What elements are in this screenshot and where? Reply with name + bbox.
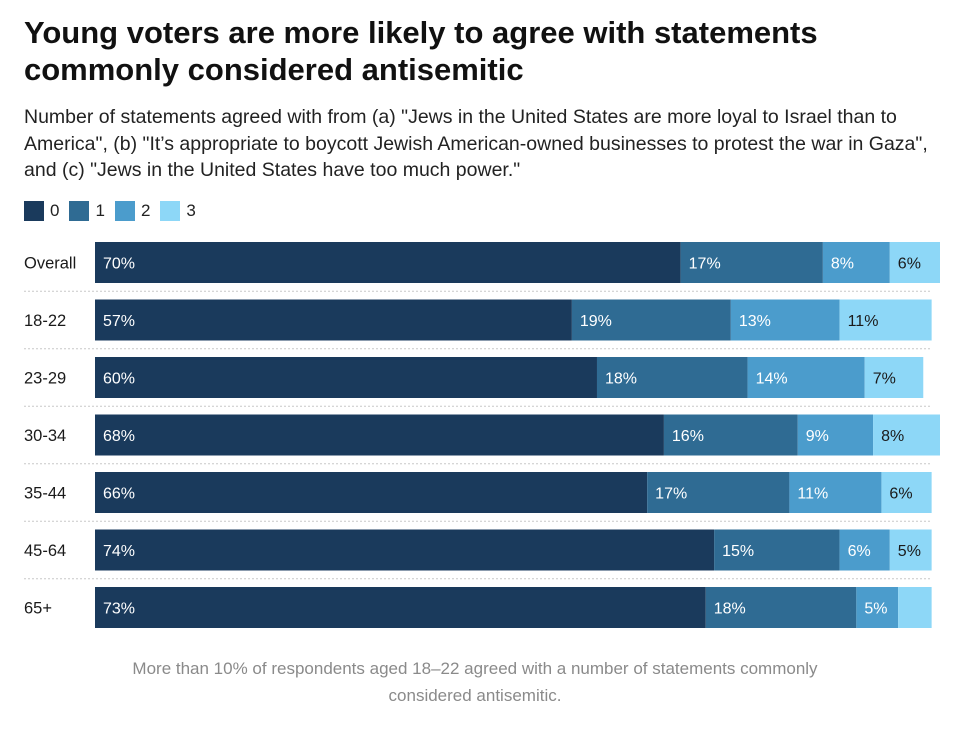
data-label: 8% bbox=[831, 256, 854, 273]
bar-segment-0 bbox=[95, 529, 715, 571]
bar-segment-2 bbox=[730, 299, 840, 341]
data-label: 9% bbox=[806, 428, 829, 445]
bar-segment-1 bbox=[680, 242, 823, 283]
legend-label-3: 3 bbox=[186, 201, 196, 220]
legend-label-0: 0 bbox=[50, 201, 60, 220]
category-label: Overall bbox=[24, 255, 76, 273]
bar-segment-2 bbox=[822, 242, 890, 283]
data-label: 6% bbox=[889, 486, 912, 503]
bar-segment-3 bbox=[873, 414, 940, 456]
bar-segment-1 bbox=[705, 587, 857, 628]
bar-segment-2 bbox=[797, 414, 874, 456]
legend-swatch-1 bbox=[69, 201, 90, 221]
category-label: 23-29 bbox=[24, 370, 66, 388]
bar-segment-1 bbox=[571, 299, 731, 341]
legend-swatch-3 bbox=[160, 201, 181, 221]
category-label: 45-64 bbox=[24, 542, 66, 560]
bar-segment-0 bbox=[95, 299, 572, 341]
legend-item-3: 3 bbox=[160, 201, 196, 221]
data-label: 16% bbox=[672, 428, 704, 445]
data-label: 66% bbox=[103, 486, 135, 503]
data-label: 57% bbox=[103, 313, 135, 330]
bar-segment-1 bbox=[647, 472, 790, 513]
data-label: 15% bbox=[722, 543, 754, 560]
bar-segment-1 bbox=[663, 414, 798, 456]
bar-segment-3 bbox=[889, 242, 940, 283]
data-label: 6% bbox=[898, 256, 921, 273]
bar-segment-0 bbox=[95, 587, 706, 628]
bar-segment-1 bbox=[596, 357, 748, 398]
legend-swatch-0 bbox=[24, 201, 44, 221]
bar-segment-2 bbox=[856, 587, 899, 628]
data-label: 68% bbox=[103, 428, 135, 445]
bar-segment-2 bbox=[789, 472, 882, 513]
legend-item-1: 1 bbox=[69, 201, 105, 221]
data-label: 11% bbox=[797, 486, 828, 503]
legend-label-1: 1 bbox=[95, 201, 105, 220]
bar-segment-1 bbox=[714, 529, 840, 571]
chart-caption: More than 10% of respondents aged 18–22 … bbox=[132, 659, 818, 705]
data-label: 11% bbox=[848, 313, 879, 330]
bar-segment-0 bbox=[95, 242, 681, 283]
legend-label-2: 2 bbox=[140, 201, 151, 220]
category-label: 35-44 bbox=[24, 485, 66, 503]
data-label: 74% bbox=[103, 543, 135, 560]
category-label: 30-34 bbox=[24, 427, 66, 445]
data-label: 8% bbox=[881, 428, 904, 445]
data-label: 5% bbox=[864, 601, 887, 618]
data-label: 70% bbox=[103, 256, 135, 273]
stacked-bar-chart: Overall 70% 17% 8% 6% 18-22 57% 19% 13% 11% 23-29 6… bbox=[24, 242, 940, 628]
bar-segment-3 bbox=[839, 299, 932, 341]
data-label: 17% bbox=[655, 486, 687, 503]
legend-item-0: 0 bbox=[24, 201, 59, 221]
bar-segment-0 bbox=[95, 357, 597, 398]
data-label: 13% bbox=[739, 313, 771, 330]
data-label: 7% bbox=[873, 371, 896, 388]
data-label: 19% bbox=[580, 313, 612, 330]
category-label: 18-22 bbox=[24, 312, 66, 330]
bar-segment-2 bbox=[747, 357, 865, 398]
data-label: 60% bbox=[103, 371, 135, 388]
data-label: 73% bbox=[103, 601, 135, 618]
bar-segment-2 bbox=[839, 529, 890, 571]
chart-title: Young voters are more likely to agree wi… bbox=[24, 15, 818, 87]
data-label: 6% bbox=[848, 543, 871, 560]
data-label: 18% bbox=[605, 371, 637, 388]
bar-segment-3 bbox=[889, 529, 932, 571]
legend: 0 1 2 3 bbox=[24, 201, 206, 221]
chart-subtitle: Number of statements agreed with from (a… bbox=[24, 106, 928, 181]
bar-segment-3 bbox=[898, 587, 932, 628]
data-label: 18% bbox=[714, 601, 746, 618]
legend-swatch-2 bbox=[114, 201, 135, 221]
data-label: 14% bbox=[756, 371, 788, 388]
data-label: 17% bbox=[689, 256, 721, 273]
category-label: 65+ bbox=[24, 600, 52, 618]
legend-item-2: 2 bbox=[114, 201, 151, 221]
data-label: 5% bbox=[898, 543, 921, 560]
bar-segment-3 bbox=[881, 472, 932, 513]
bar-segment-0 bbox=[95, 472, 648, 513]
bar-segment-3 bbox=[864, 357, 924, 398]
bar-segment-0 bbox=[95, 414, 664, 456]
